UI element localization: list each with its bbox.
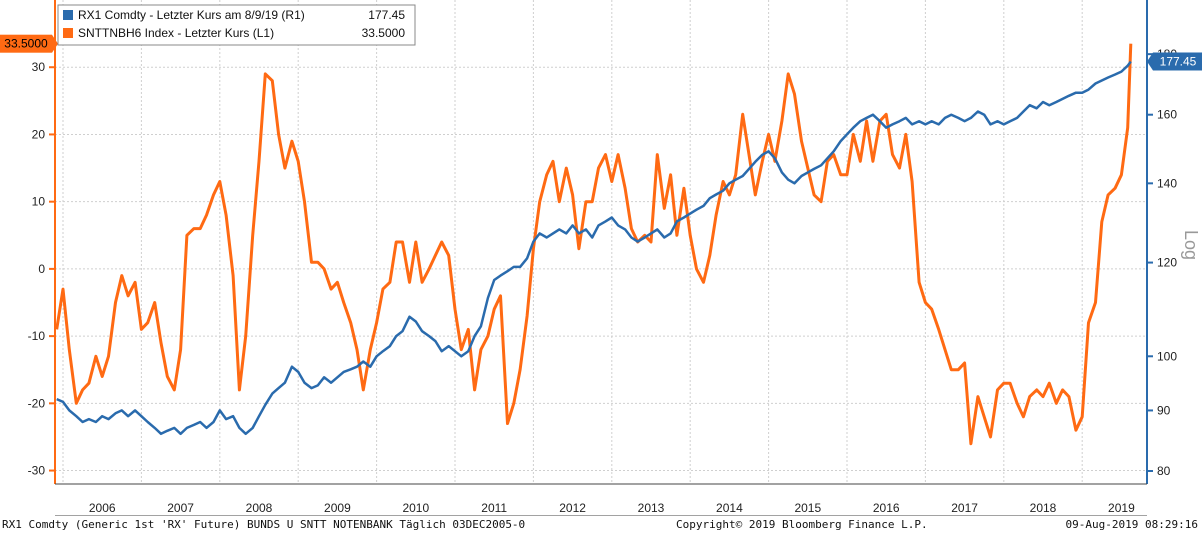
footer-timestamp: 09-Aug-2019 08:29:16 [1065, 518, 1198, 531]
series-line-snttnbh6-index [55, 43, 1133, 446]
x-tick-label: 2007 [167, 501, 194, 515]
legend-entry-value: 33.5000 [362, 26, 406, 40]
right-last-value-tag [1153, 52, 1202, 71]
x-tick-label: 2014 [716, 501, 743, 515]
left-tick-label: 30 [32, 60, 46, 74]
x-tick-label: 2008 [246, 501, 273, 515]
right-tick-label: 90 [1157, 403, 1171, 417]
series-line-rx1-comdty [56, 60, 1132, 436]
x-tick-label: 2006 [89, 501, 116, 515]
left-last-value-tag [0, 34, 52, 53]
right-tick-label: 140 [1157, 176, 1177, 190]
left-tick-label: 10 [32, 195, 46, 209]
legend-entry-value: 177.45 [368, 8, 405, 22]
legend-entry-label: RX1 Comdty - Letzter Kurs am 8/9/19 (R1) [78, 8, 305, 22]
chart-svg: 3020100-10-20-301801601401201009080Log20… [0, 0, 1202, 517]
right-axis-scale-label: Log [1181, 230, 1201, 260]
x-tick-label: 2009 [324, 501, 351, 515]
legend-box [57, 4, 416, 46]
footer: RX1 Comdty (Generic 1st 'RX' Future) BUN… [0, 516, 1202, 534]
series-layer [55, 43, 1133, 446]
left-last-value-label: 33.5000 [4, 37, 48, 51]
legend-swatch [63, 10, 73, 20]
left-tick-label: -10 [28, 329, 46, 343]
legend-entry-label: SNTTNBH6 Index - Letzter Kurs (L1) [78, 26, 274, 40]
right-tick-label: 80 [1157, 464, 1171, 478]
right-last-value-pointer [1147, 52, 1153, 71]
x-tick-label: 2019 [1108, 501, 1135, 515]
x-tick-label: 2011 [481, 501, 507, 515]
x-tick-label: 2016 [873, 501, 900, 515]
right-tick-label: 160 [1157, 108, 1177, 122]
x-tick-label: 2010 [402, 501, 429, 515]
legend: RX1 Comdty - Letzter Kurs am 8/9/19 (R1)… [57, 4, 416, 46]
x-tick-label: 2012 [559, 501, 586, 515]
legend-swatch [63, 28, 73, 38]
footer-source-text: RX1 Comdty (Generic 1st 'RX' Future) BUN… [2, 518, 526, 531]
left-tick-label: 20 [32, 127, 46, 141]
x-tick-label: 2015 [794, 501, 821, 515]
left-tick-label: -20 [28, 396, 46, 410]
grid [55, 0, 1147, 484]
left-last-value-pointer [52, 34, 58, 53]
x-tick-label: 2017 [951, 501, 978, 515]
footer-copyright: Copyright© 2019 Bloomberg Finance L.P. [676, 518, 928, 531]
x-tick-label: 2013 [638, 501, 665, 515]
left-tick-label: 0 [38, 262, 45, 276]
right-tick-label: 100 [1157, 349, 1177, 363]
left-tick-label: -30 [28, 464, 46, 478]
right-last-value-label: 177.45 [1160, 54, 1197, 68]
right-tick-label: 120 [1157, 256, 1177, 270]
x-tick-label: 2018 [1030, 501, 1057, 515]
